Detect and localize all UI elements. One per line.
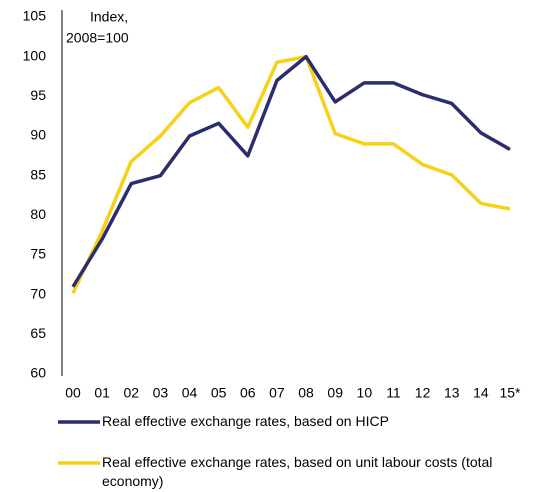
x-tick-label: 06 [240, 385, 256, 401]
y-tick-label: 70 [30, 285, 46, 301]
series-line [71, 54, 511, 294]
x-tick-label: 11 [386, 385, 401, 401]
y-tick-label: 100 [23, 47, 47, 63]
x-tick-label: 07 [269, 385, 285, 401]
series-line [71, 54, 511, 288]
x-tick-label: 09 [327, 385, 343, 401]
x-tick-label: 02 [123, 385, 139, 401]
x-tick-label: 00 [65, 385, 81, 401]
x-tick-label: 15* [499, 385, 521, 401]
y-tick-label: 105 [23, 8, 47, 24]
y-tick-label: 80 [30, 206, 46, 222]
legend-label: Real effective exchange rates, based on … [102, 454, 493, 489]
y-tick-label: 75 [30, 246, 46, 262]
x-tick-label: 08 [298, 385, 314, 401]
x-tick-label: 03 [153, 385, 169, 401]
x-tick-label: 10 [357, 385, 373, 401]
y-tick-label: 65 [30, 325, 46, 341]
annotation: Index, [90, 9, 128, 25]
y-tick-label: 95 [30, 87, 46, 103]
x-tick-label: 01 [94, 385, 110, 401]
annotation: 2008=100 [66, 30, 129, 46]
legend-label: Real effective exchange rates, based on … [102, 413, 389, 429]
x-tick-label: 12 [415, 385, 431, 401]
y-tick-label: 85 [30, 166, 46, 182]
x-tick-label: 14 [473, 385, 489, 401]
x-tick-label: 13 [444, 385, 460, 401]
y-tick-label: 60 [30, 365, 46, 381]
x-tick-label: 05 [211, 385, 227, 401]
x-tick-label: 04 [182, 385, 198, 401]
y-tick-label: 90 [30, 127, 46, 143]
